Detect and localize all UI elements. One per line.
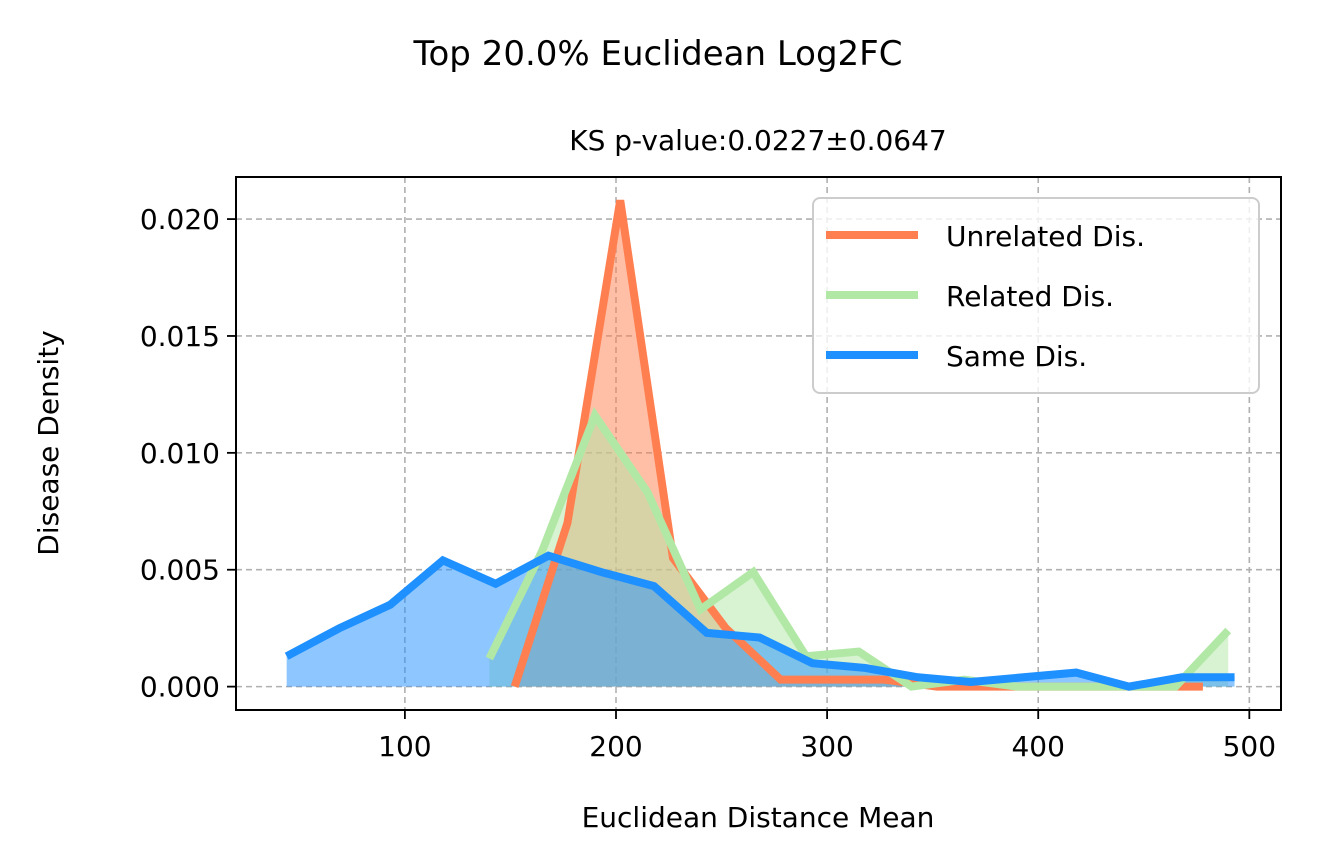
y-tick-label: 0.010 <box>140 437 220 470</box>
axis-ticks: 100 200 300 400 500 0.000 0.005 0.010 0.015 0.020 <box>140 203 1276 763</box>
series-lines <box>284 199 1235 691</box>
series-line-2 <box>284 551 1235 691</box>
plot-frame <box>235 176 1282 711</box>
series-line-1 <box>485 406 1232 691</box>
x-tick-label: 500 <box>1223 730 1276 763</box>
y-tick-label: 0.000 <box>140 671 220 704</box>
x-tick-label: 100 <box>378 730 431 763</box>
legend-label-1: Related Dis. <box>946 280 1114 313</box>
y-tick-label: 0.005 <box>140 554 220 587</box>
x-axis-label: Euclidean Distance Mean <box>582 801 935 834</box>
y-axis-label: Disease Density <box>32 330 65 555</box>
legend-label-0: Unrelated Dis. <box>946 220 1145 253</box>
chart-title: Top 20.0% Euclidean Log2FC <box>413 34 903 74</box>
legend: Unrelated Dis. Related Dis. Same Dis. <box>812 197 1260 394</box>
y-tick-label: 0.015 <box>140 320 220 353</box>
y-tick-label: 0.020 <box>140 203 220 236</box>
x-tick-label: 200 <box>589 730 642 763</box>
x-tick-label: 400 <box>1011 730 1064 763</box>
legend-label-2: Same Dis. <box>946 340 1087 373</box>
legend-box <box>812 197 1260 394</box>
x-tick-label: 300 <box>800 730 853 763</box>
chart-subtitle: KS p-value:0.0227±0.0647 <box>569 124 946 157</box>
